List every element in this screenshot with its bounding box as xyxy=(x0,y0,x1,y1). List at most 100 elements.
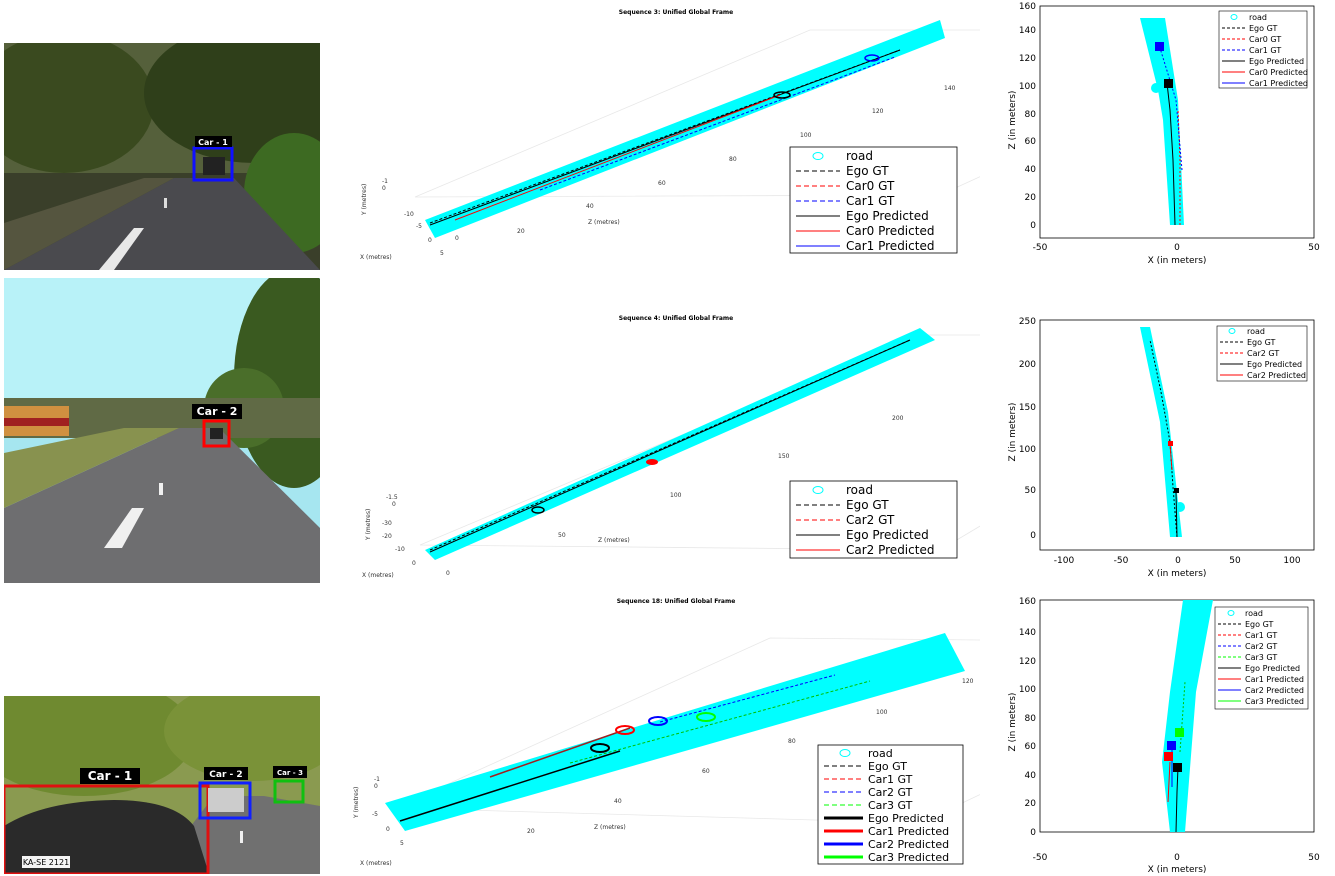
z-tick: 60 xyxy=(702,768,710,775)
car-2-label: Car - 2 xyxy=(197,405,238,418)
legend-entry: Car2 GT xyxy=(1247,349,1279,358)
ego-gt-line xyxy=(429,339,911,551)
car-3-bounding-box xyxy=(273,779,305,804)
z-tick: 100 xyxy=(670,492,682,499)
car-1-label: Car - 1 xyxy=(88,769,133,783)
legend-entry: Car1 Predicted xyxy=(1245,675,1304,684)
x-axis-label: X (metres) xyxy=(360,254,392,261)
y-tick: 160 xyxy=(1019,2,1036,12)
y-tick: 0 xyxy=(374,783,378,790)
car-2-bounding-box xyxy=(202,419,231,448)
z-tick: 200 xyxy=(892,415,904,422)
legend-entry: Ego GT xyxy=(868,760,907,773)
z-axis-label: Z (metres) xyxy=(598,537,630,544)
ego-trajectory xyxy=(1175,766,1179,833)
car0-predicted-line xyxy=(454,94,781,221)
z-tick: 40 xyxy=(614,798,622,805)
x-tick: -10 xyxy=(395,546,405,553)
x-tick: -20 xyxy=(382,533,392,540)
z-tick: 120 xyxy=(962,678,974,685)
plot-title: Sequence 18: Unified Global Frame xyxy=(617,598,736,605)
car-2-label: Car - 2 xyxy=(209,770,242,780)
seq18-topdown-plot: 0 20 40 60 80 100 120 140 160 -50 0 50 X… xyxy=(1008,597,1320,874)
y-tick: 40 xyxy=(1025,771,1037,781)
ego-predicted-line xyxy=(399,750,621,822)
ego-final-marker xyxy=(1174,488,1179,493)
y-tick: 120 xyxy=(1019,54,1036,64)
z-tick: 100 xyxy=(876,709,888,716)
x-axis-label: X (in meters) xyxy=(1148,865,1207,874)
legend: road Ego GT Car0 GT Car1 GT Ego Predicte… xyxy=(1218,10,1308,89)
legend-entry: Ego GT xyxy=(1245,620,1273,629)
y-tick: 0 xyxy=(392,501,396,508)
car1-gt-line xyxy=(539,56,896,191)
y-tick: 100 xyxy=(1019,82,1036,92)
x-tick: 0 xyxy=(1175,556,1181,566)
z-tick: 20 xyxy=(527,828,535,835)
car-1-label: Car - 1 xyxy=(198,138,228,147)
z-tick: 150 xyxy=(778,453,790,460)
car1-trajectory xyxy=(1167,761,1171,803)
legend-entry: Ego Predicted xyxy=(868,812,944,825)
z-tick: 20 xyxy=(517,228,525,235)
x-axis-label: X (metres) xyxy=(362,572,394,579)
z-tick: 140 xyxy=(944,85,956,92)
x-tick: -50 xyxy=(1033,243,1048,253)
car3-final-marker xyxy=(1175,728,1184,737)
legend-entry: Car3 Predicted xyxy=(1245,697,1304,706)
legend: road Ego GT Car1 GT Car2 GT Car3 GT Ego … xyxy=(1214,606,1309,710)
y-tick: -1 xyxy=(382,178,388,185)
x-tick: -30 xyxy=(382,520,392,527)
y-tick: 80 xyxy=(1025,714,1037,724)
x-tick: -5 xyxy=(416,223,422,230)
ego-gt-trajectory xyxy=(1149,339,1178,538)
legend-entry: road xyxy=(1249,13,1267,22)
camera-image-seq3: Car - 1 xyxy=(4,43,320,270)
legend-entry: Car1 GT xyxy=(846,194,895,208)
legend-entry: Car1 GT xyxy=(868,773,913,786)
z-tick: 80 xyxy=(729,156,737,163)
legend-entry: Car2 Predicted xyxy=(868,838,949,851)
legend-entry: Car1 GT xyxy=(1249,46,1281,55)
car2-final-marker xyxy=(1167,741,1176,750)
car3-marker xyxy=(696,712,716,722)
car-label-bg xyxy=(192,404,242,419)
legend-entry: Car3 GT xyxy=(868,799,913,812)
y-tick: -1.5 xyxy=(386,494,398,501)
x-axis-label: X (metres) xyxy=(360,860,392,867)
car1-predicted-line xyxy=(489,727,631,778)
car2-marker xyxy=(646,459,658,465)
x-tick: 50 xyxy=(1229,556,1241,566)
x-tick: -10 xyxy=(404,211,414,218)
y-tick: 160 xyxy=(1019,597,1036,607)
legend: road Ego GT Car2 GT Ego Predicted Car2 P… xyxy=(789,480,958,559)
ego-gt-line xyxy=(429,49,901,224)
x-tick: 50 xyxy=(1308,853,1320,863)
x-tick: 100 xyxy=(1283,556,1300,566)
y-axis-label: Y (metres) xyxy=(353,787,360,819)
legend-entry: Car2 GT xyxy=(868,786,913,799)
x-tick: 0 xyxy=(428,237,432,244)
ego-predicted-trajectory xyxy=(1175,491,1178,538)
ego-car-marker xyxy=(773,91,791,99)
x-tick: 0 xyxy=(1174,243,1180,253)
legend-entry: Car2 GT xyxy=(1245,642,1277,651)
z-tick: 0 xyxy=(446,570,450,577)
car-label-bg xyxy=(80,768,140,784)
y-tick: 150 xyxy=(1019,403,1036,413)
legend: road Ego GT Car1 GT Car2 GT Car3 GT Ego … xyxy=(817,744,964,865)
ego-final-marker xyxy=(1164,79,1173,88)
legend-entry: Ego GT xyxy=(846,498,889,512)
y-tick: 50 xyxy=(1025,486,1037,496)
legend-entry: road xyxy=(846,483,873,497)
y-tick: 0 xyxy=(1030,531,1036,541)
seq3-3d-plot: Sequence 3: Unified Global Frame 0 20 40… xyxy=(360,9,980,261)
car1-marker xyxy=(615,725,635,735)
seq4-3d-plot: Sequence 4: Unified Global Frame 0 50 10… xyxy=(362,315,980,579)
x-tick: -5 xyxy=(372,811,378,818)
car-label-bg xyxy=(204,767,248,780)
legend-entry: Ego Predicted xyxy=(1247,360,1302,369)
car0-trajectory xyxy=(1177,109,1181,225)
x-tick: -100 xyxy=(1054,556,1075,566)
plot-title: Sequence 4: Unified Global Frame xyxy=(619,315,733,322)
